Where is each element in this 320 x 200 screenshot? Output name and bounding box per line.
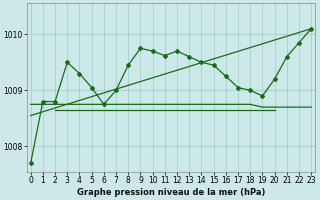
X-axis label: Graphe pression niveau de la mer (hPa): Graphe pression niveau de la mer (hPa) [77,188,265,197]
